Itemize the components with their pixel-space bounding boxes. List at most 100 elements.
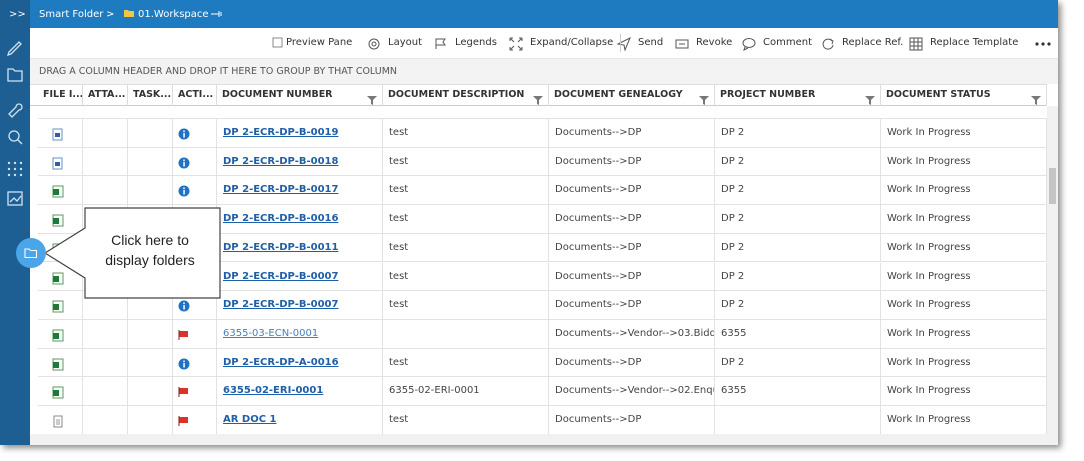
document-link[interactable]: DP 2-ECR-DP-B-0011 (223, 241, 339, 253)
toolbar-icon[interactable] (509, 36, 523, 51)
grid-cell (173, 377, 217, 406)
document-link[interactable]: DP 2-ECR-DP-B-0007 (223, 270, 339, 282)
document-link[interactable]: DP 2-ECR-DP-B-0017 (223, 184, 339, 196)
toolbar-button[interactable]: Layout (388, 37, 422, 48)
grid-cell: 6355 (715, 319, 881, 349)
toolbar-button[interactable]: Replace Template (930, 37, 1019, 48)
file-icon[interactable] (52, 212, 64, 227)
pin-icon[interactable] (210, 10, 224, 18)
folder-icon[interactable] (7, 68, 23, 82)
column-header[interactable]: TASK... (128, 84, 173, 106)
tools-icon[interactable] (8, 103, 23, 118)
document-link[interactable]: DP 2-ECR-DP-A-0016 (223, 356, 339, 368)
toolbar-button[interactable]: Preview Pane (286, 37, 353, 48)
column-header[interactable]: PROJECT NUMBER (715, 84, 881, 106)
info-icon[interactable] (178, 297, 190, 312)
toolbar-icon[interactable] (434, 36, 448, 50)
document-link[interactable]: AR DOC 1 (223, 414, 277, 425)
document-link[interactable]: 6355-03-ECN-0001 (223, 327, 319, 339)
info-icon[interactable] (178, 182, 190, 197)
flag-icon[interactable] (178, 383, 190, 398)
grid-row[interactable] (38, 263, 1047, 292)
toolbar-button[interactable]: Comment (763, 37, 812, 48)
cell-text: Documents-->DP (555, 356, 642, 368)
toolbar-icon[interactable] (909, 36, 923, 51)
toolbar-button[interactable]: Legends (455, 37, 497, 48)
grid-cell: 6355-03-ECN-0001 (217, 319, 383, 349)
document-link[interactable]: DP 2-ECR-DP-B-0019 (223, 127, 339, 138)
column-filter[interactable] (367, 90, 377, 105)
column-filter[interactable] (1031, 90, 1041, 105)
info-icon[interactable] (178, 355, 190, 370)
grid-row[interactable] (38, 349, 1047, 378)
file-icon[interactable] (52, 126, 64, 141)
horizontal-scrollbar[interactable] (30, 434, 1058, 445)
column-header[interactable]: DOCUMENT STATUS (881, 84, 1047, 106)
breadcrumb-root[interactable]: Smart Folder (39, 9, 104, 20)
cell-text: DP 2 (721, 127, 745, 138)
breadcrumb-folder[interactable]: 01.Workspace (138, 9, 209, 20)
grid-cell: Work In Progress (881, 119, 1047, 148)
toolbar-icon[interactable] (821, 36, 835, 50)
document-link[interactable]: DP 2-ECR-DP-B-0018 (223, 155, 339, 167)
grid-cell (38, 119, 83, 148)
nav-toggle[interactable]: >> (9, 9, 26, 20)
toolbar-icon[interactable] (367, 36, 381, 50)
column-header[interactable]: ATTA... (83, 84, 128, 106)
grid-row[interactable] (38, 119, 1047, 148)
column-header[interactable]: DOCUMENT NUMBER (217, 84, 383, 106)
more-menu[interactable] (1034, 36, 1052, 50)
grid-cell: Work In Progress (881, 348, 1047, 378)
file-icon[interactable] (52, 270, 64, 284)
document-link[interactable]: 6355-02-ERI-0001 (223, 385, 324, 397)
file-icon[interactable] (52, 384, 64, 399)
grid-row[interactable] (38, 377, 1047, 406)
document-link[interactable]: DP 2-ECR-DP-B-0016 (223, 213, 339, 225)
grid-cell: Work In Progress (881, 262, 1047, 292)
grid-cell: Documents-->Vendor-->03.Biddin... (549, 319, 715, 349)
toolbar-button[interactable]: Send (638, 37, 664, 48)
grid-row[interactable] (38, 320, 1047, 349)
column-header[interactable]: DOCUMENT DESCRIPTION (383, 84, 549, 106)
column-filter[interactable] (865, 90, 875, 105)
folders-button[interactable] (16, 238, 46, 268)
file-icon[interactable] (52, 298, 64, 313)
column-header[interactable]: FILE I... (38, 84, 83, 106)
edit-icon[interactable] (6, 41, 22, 57)
apps-icon[interactable] (7, 161, 23, 177)
column-header[interactable]: DOCUMENT GENEALOGY (549, 84, 715, 106)
toolbar-button[interactable]: Revoke (696, 37, 733, 48)
vertical-scrollbar[interactable] (1047, 106, 1058, 434)
cell-text: 6355 (721, 327, 747, 339)
toolbar-icon[interactable] (616, 36, 631, 52)
file-icon[interactable] (52, 327, 64, 342)
flag-icon[interactable] (178, 326, 190, 340)
grid-cell: test (383, 406, 549, 435)
file-icon[interactable] (52, 155, 64, 170)
column-header[interactable]: ACTI... (173, 84, 217, 106)
toolbar-icon[interactable] (272, 36, 286, 50)
grid-row[interactable] (38, 205, 1047, 234)
grid-row[interactable] (38, 148, 1047, 177)
info-icon[interactable] (178, 154, 190, 169)
file-icon[interactable] (52, 183, 64, 198)
file-icon[interactable] (52, 356, 64, 371)
grid-row[interactable] (38, 176, 1047, 206)
toolbar-icon[interactable] (675, 36, 689, 50)
toolbar-button[interactable]: Replace Ref. (842, 37, 904, 48)
search-icon[interactable] (8, 130, 20, 142)
column-filter[interactable] (699, 90, 709, 105)
info-icon[interactable] (178, 125, 190, 140)
file-icon[interactable] (52, 413, 64, 428)
grid-cell (83, 319, 128, 349)
toolbar-button[interactable]: Expand/Collapse (530, 37, 614, 48)
reports-icon[interactable] (7, 191, 23, 206)
column-filter[interactable] (533, 90, 543, 105)
document-link[interactable]: DP 2-ECR-DP-B-0007 (223, 299, 339, 311)
flag-icon[interactable] (178, 412, 190, 426)
toolbar-icon[interactable] (742, 36, 756, 51)
grid-cell: test (383, 176, 549, 206)
scroll-thumb[interactable] (1049, 168, 1056, 204)
grid-row[interactable] (38, 291, 1047, 320)
grid-row[interactable] (38, 234, 1047, 263)
